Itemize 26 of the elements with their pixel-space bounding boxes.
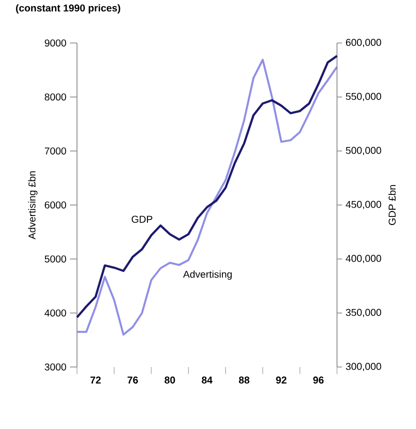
y-tick-label: 6000 [44,201,66,209]
y-axis-title: Advertising £bn [28,171,38,240]
x-tick-label: 96 [313,376,324,384]
y2-tick-label: 600,000 [346,38,382,48]
y-tick-label: 4000 [44,309,66,317]
y2-tick-label: 300,000 [346,362,382,372]
series-label: GDP [132,216,152,223]
y2-axis-title: GDP £bn [388,185,396,225]
x-tick-label: 84 [202,376,212,384]
y2-tick-label: 550,000 [346,92,382,102]
y-tick-label: 9000 [44,39,66,47]
x-tick-label: 72 [90,376,101,384]
x-tick-label: 80 [164,376,175,384]
y2-tick-label: 500,000 [346,146,382,156]
y-tick-label: 3000 [44,363,66,371]
y2-tick-label: 350,000 [346,308,382,318]
x-tick-label: 76 [128,376,138,384]
y2-tick-label: 400,000 [346,254,382,264]
x-tick-label: 88 [238,376,250,384]
series-label: Advertising [183,270,232,280]
chart-title: (constant 1990 prices) [16,4,120,14]
y-tick-label: 7000 [44,147,66,155]
y-tick-label: 8000 [44,93,66,101]
y-tick-label: 5000 [44,255,66,263]
y2-tick-label: 450,000 [346,200,382,210]
x-tick-label: 92 [276,376,286,384]
